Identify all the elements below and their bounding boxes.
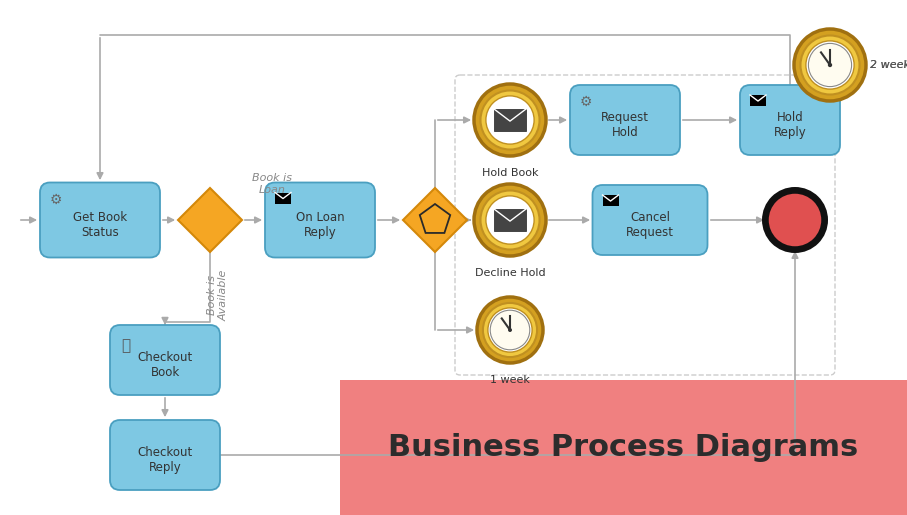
Text: Get Book
Status: Get Book Status — [73, 211, 127, 239]
Bar — [340, 380, 907, 515]
Text: Decline Hold: Decline Hold — [474, 268, 545, 278]
Circle shape — [486, 196, 534, 244]
Circle shape — [762, 187, 828, 253]
Circle shape — [486, 96, 534, 144]
Circle shape — [808, 43, 852, 87]
Circle shape — [474, 184, 546, 256]
Text: Book is
Loan: Book is Loan — [252, 174, 292, 195]
Text: Request
Hold: Request Hold — [601, 111, 649, 139]
Text: Book is
Available: Book is Available — [207, 269, 229, 321]
Text: 2 weeks: 2 weeks — [870, 60, 907, 70]
FancyBboxPatch shape — [493, 109, 526, 131]
Circle shape — [483, 303, 537, 357]
Text: Business Process Diagrams: Business Process Diagrams — [388, 433, 859, 462]
Text: Checkout
Book: Checkout Book — [137, 351, 192, 379]
Circle shape — [481, 191, 540, 250]
Text: ⚙: ⚙ — [580, 95, 592, 109]
Circle shape — [828, 63, 832, 67]
Circle shape — [794, 29, 866, 101]
Text: Cancel
Request: Cancel Request — [626, 211, 674, 239]
FancyBboxPatch shape — [265, 182, 375, 258]
FancyBboxPatch shape — [570, 85, 680, 155]
FancyBboxPatch shape — [602, 195, 619, 206]
Text: 👤: 👤 — [122, 338, 131, 353]
Circle shape — [801, 36, 860, 95]
Circle shape — [474, 84, 546, 156]
FancyBboxPatch shape — [40, 182, 160, 258]
Text: ⚙: ⚙ — [50, 193, 63, 207]
Polygon shape — [403, 188, 467, 252]
Text: Checkout
Reply: Checkout Reply — [137, 446, 192, 474]
Circle shape — [806, 41, 854, 89]
FancyBboxPatch shape — [110, 325, 220, 395]
Circle shape — [477, 297, 543, 363]
Circle shape — [508, 328, 512, 332]
FancyBboxPatch shape — [275, 193, 291, 203]
Polygon shape — [178, 188, 242, 252]
Text: 2 weeks: 2 weeks — [870, 60, 907, 70]
Text: On Loan
Reply: On Loan Reply — [296, 211, 345, 239]
Circle shape — [481, 91, 540, 149]
Circle shape — [488, 308, 532, 352]
FancyBboxPatch shape — [493, 209, 526, 231]
Text: Hold
Reply: Hold Reply — [774, 111, 806, 139]
Text: Hold Book: Hold Book — [482, 168, 538, 178]
FancyBboxPatch shape — [740, 85, 840, 155]
Circle shape — [490, 310, 530, 350]
Text: 1 week: 1 week — [490, 375, 530, 385]
FancyBboxPatch shape — [592, 185, 707, 255]
FancyBboxPatch shape — [750, 95, 766, 106]
Circle shape — [767, 192, 823, 248]
FancyBboxPatch shape — [110, 420, 220, 490]
